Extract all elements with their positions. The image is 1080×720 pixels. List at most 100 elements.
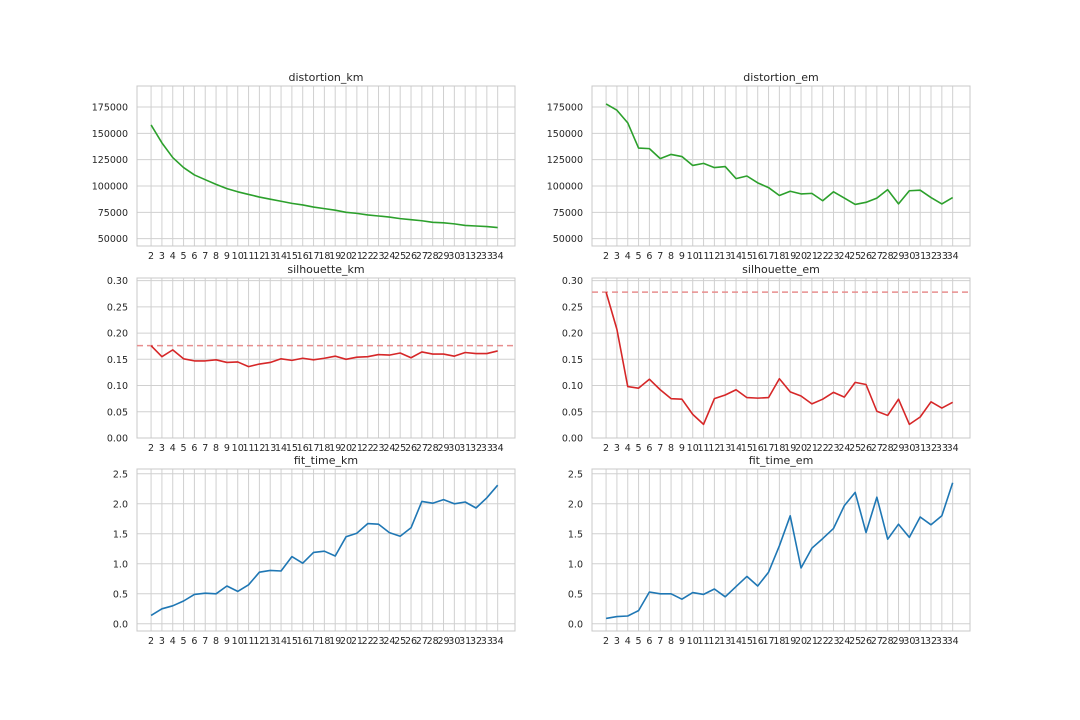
x-tick-label: 8 [668,636,674,647]
x-tick-label: 17 [762,251,774,262]
x-tick-label: 30 [448,251,460,262]
x-tick-label: 12 [253,443,265,454]
subplot-grid: 2 3 4 5 6 7 8 9 10111213141516171819202122232425… [92,71,971,647]
x-tick-label: 5 [636,636,642,647]
subplot-distortion_em: 2 3 4 5 6 7 8 9 10111213141516171819202122232425… [547,71,971,262]
x-tick-label: 9 [224,443,230,454]
x-tick-label: 11 [243,443,255,454]
x-tick-label: 13 [264,251,276,262]
x-tick-label: 30 [903,636,915,647]
x-tick-label: 23 [827,636,839,647]
x-tick-label: 6 [646,443,652,454]
x-tick-label: 31 [459,443,471,454]
y-tick-label: 0.00 [562,434,583,445]
x-tick-label: 14 [730,636,742,647]
x-tick-label: 18 [318,636,330,647]
y-tick-label: 50000 [98,234,128,245]
x-tick-label: 8 [213,443,219,454]
x-tick-label: 22 [362,636,374,647]
y-tick-label: 0.25 [107,302,128,313]
x-tick-label: 13 [264,443,276,454]
series-line [150,345,498,368]
subplot-silhouette_km: 2 3 4 5 6 7 8 9 10111213141516171819202122232425… [107,263,516,454]
x-tick-label: 11 [698,636,710,647]
subplot-fit_time_km: 2 3 4 5 6 7 8 9 10111213141516171819202122232425… [113,454,516,647]
x-tick-label: 20 [340,443,352,454]
x-tick-label: 23 [372,251,384,262]
x-tick-label: 17 [307,443,319,454]
series-line [605,482,954,620]
x-tick-label: 24 [838,443,850,454]
x-tick-label: 11 [698,251,710,262]
x-tick-label: 2 [148,443,154,454]
x-tick-label: 18 [318,251,330,262]
y-tick-label: 0.20 [107,329,128,340]
axes-frame [136,277,516,439]
series-line [150,484,499,617]
x-tick-label: 27 [871,251,883,262]
x-tick-label: 22 [362,443,374,454]
x-tick-label: 34 [947,443,959,454]
x-tick-label: 14 [275,251,287,262]
x-tick-label: 10 [687,251,699,262]
x-tick-label: 20 [795,443,807,454]
x-tick-label: 29 [437,636,449,647]
x-tick-label: 33 [936,636,948,647]
x-tick-label: 30 [448,636,460,647]
x-tick-label: 7 [202,251,208,262]
x-tick-label: 31 [459,251,471,262]
y-tick-label: 1.5 [568,529,583,540]
x-tick-label: 25 [849,636,861,647]
x-tick-label: 19 [329,251,341,262]
x-tick-label: 8 [213,251,219,262]
series-line [605,291,954,426]
x-tick-label: 11 [243,251,255,262]
x-tick-label: 7 [657,636,663,647]
x-tick-label: 20 [795,251,807,262]
x-tick-label: 5 [181,443,187,454]
x-tick-label: 4 [170,443,176,454]
axes-frame [591,85,971,247]
x-tick-label: 15 [286,443,298,454]
y-tick-label: 100000 [547,182,583,193]
x-tick-label: 10 [232,443,244,454]
x-tick-label: 28 [882,251,894,262]
x-tick-label: 4 [625,443,631,454]
x-tick-label: 5 [636,443,642,454]
x-tick-label: 2 [148,636,154,647]
x-tick-label: 34 [947,251,959,262]
y-tick-label: 0.20 [562,329,583,340]
x-tick-label: 14 [730,251,742,262]
x-tick-label: 16 [297,251,309,262]
x-tick-label: 21 [351,636,363,647]
y-tick-label: 75000 [553,208,583,219]
x-tick-label: 28 [427,251,439,262]
x-tick-label: 4 [625,636,631,647]
x-tick-label: 7 [657,251,663,262]
subplot-title: distortion_km [289,71,364,84]
x-tick-label: 28 [427,636,439,647]
x-tick-label: 31 [914,443,926,454]
x-tick-label: 4 [625,251,631,262]
x-tick-label: 9 [679,251,685,262]
x-tick-label: 17 [307,251,319,262]
x-tick-label: 4 [170,251,176,262]
x-tick-label: 15 [741,636,753,647]
x-tick-label: 26 [860,251,872,262]
x-tick-label: 17 [762,636,774,647]
x-tick-label: 26 [405,251,417,262]
x-tick-label: 31 [914,251,926,262]
x-tick-label: 31 [459,636,471,647]
x-tick-label: 22 [817,251,829,262]
x-tick-label: 2 [603,251,609,262]
y-tick-label: 0.0 [113,619,128,630]
x-tick-label: 30 [903,443,915,454]
x-tick-label: 13 [264,636,276,647]
x-tick-label: 22 [817,443,829,454]
axes-area [592,278,970,438]
x-tick-label: 27 [416,636,428,647]
x-tick-label: 22 [362,251,374,262]
x-tick-label: 18 [773,443,785,454]
series-line [150,124,498,229]
